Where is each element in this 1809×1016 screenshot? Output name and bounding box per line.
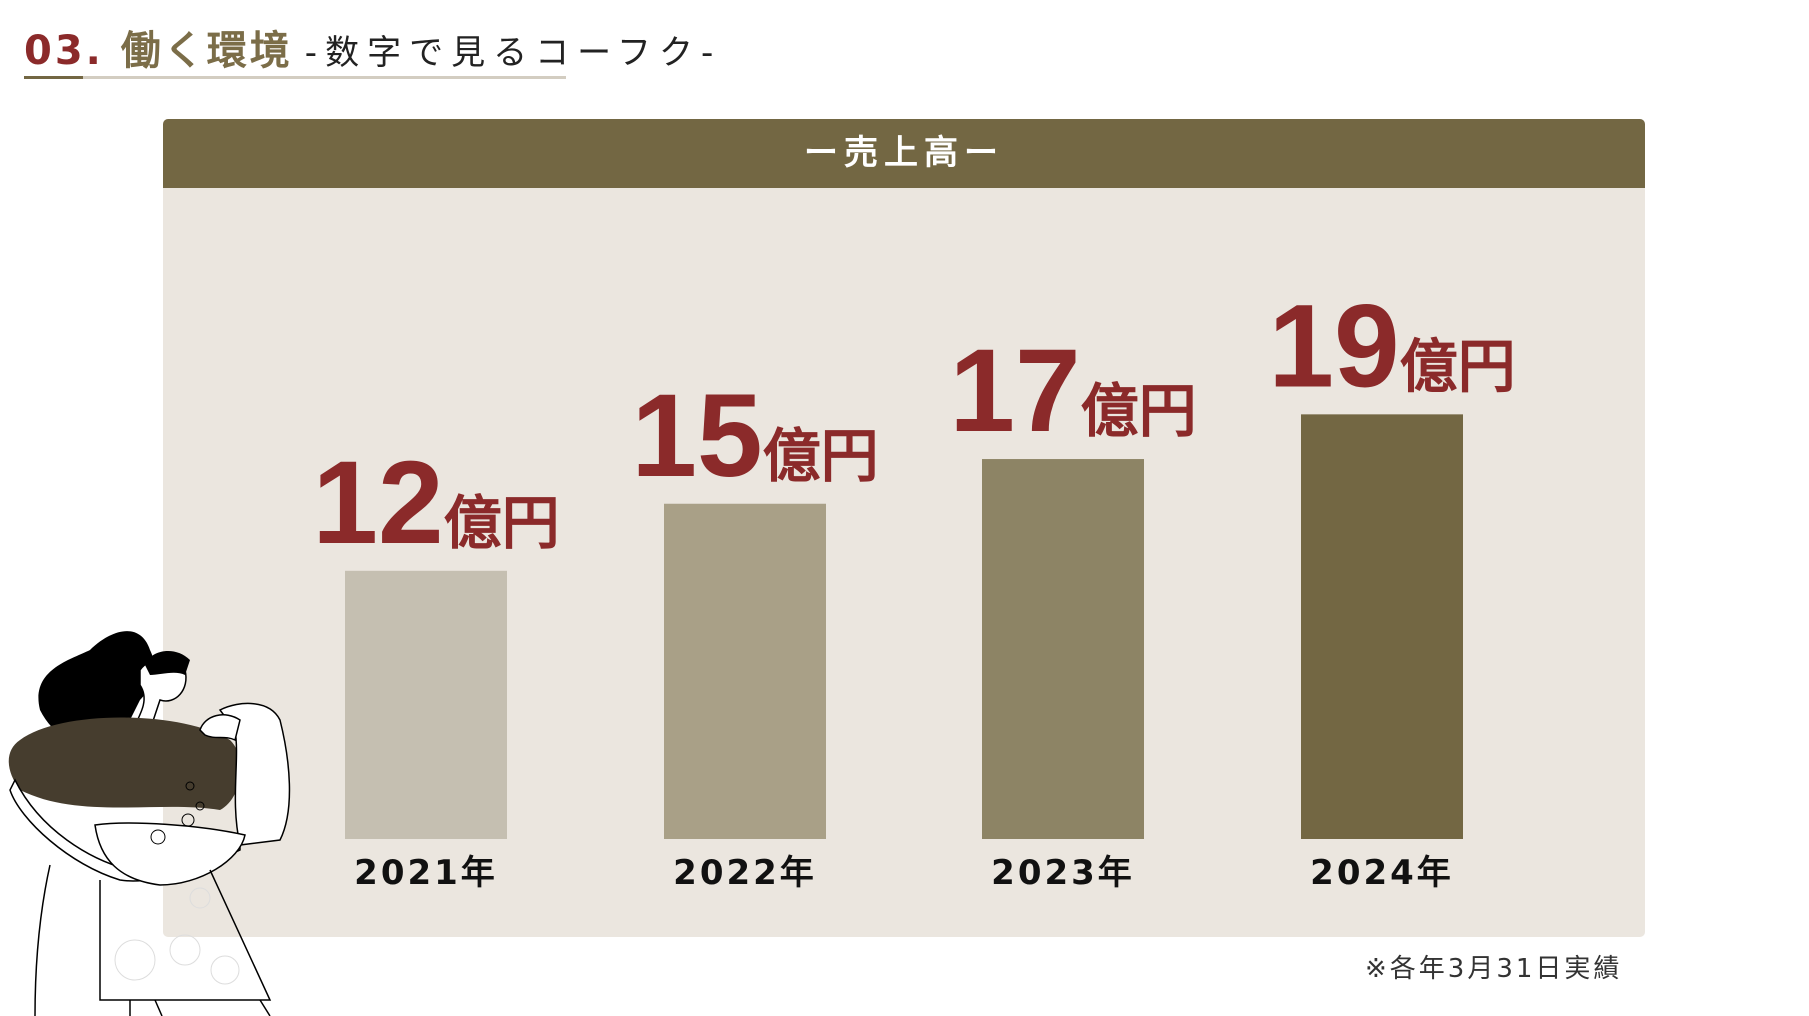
panel-title: ー売上高ー xyxy=(163,119,1645,188)
value-unit: 億円 xyxy=(1081,377,1197,445)
value-number: 17 xyxy=(949,325,1080,457)
bar-2023年 xyxy=(982,459,1144,839)
section-number: 03. xyxy=(24,28,104,74)
page-title: 03. 働く環境 -数字で見るコーフク- xyxy=(24,18,721,76)
value-unit: 億円 xyxy=(763,422,879,490)
category-label: 2023年 xyxy=(991,853,1135,893)
value-label: 19億円 xyxy=(1268,280,1515,412)
value-number: 12 xyxy=(312,437,443,569)
category-label: 2021年 xyxy=(354,853,498,893)
section-subtitle: -数字で見るコーフク- xyxy=(304,33,722,73)
value-unit: 億円 xyxy=(1400,332,1516,400)
value-label: 15億円 xyxy=(631,370,878,502)
category-label: 2022年 xyxy=(673,853,817,893)
category-label: 2024年 xyxy=(1310,853,1454,893)
section-title: 働く環境 xyxy=(120,28,293,74)
value-label: 17億円 xyxy=(949,325,1196,457)
bar-2021年 xyxy=(345,570,507,839)
value-label: 12億円 xyxy=(312,437,559,569)
value-unit: 億円 xyxy=(444,489,560,557)
title-underline xyxy=(24,76,566,79)
bar-2024年 xyxy=(1301,414,1463,839)
footnote: ※各年3月31日実績 xyxy=(1365,954,1623,984)
bar-2022年 xyxy=(664,503,826,839)
value-number: 19 xyxy=(1268,280,1399,412)
woman-with-bowl-illustration xyxy=(8,631,291,1016)
value-number: 15 xyxy=(631,370,762,502)
title-underline-accent xyxy=(24,76,83,79)
